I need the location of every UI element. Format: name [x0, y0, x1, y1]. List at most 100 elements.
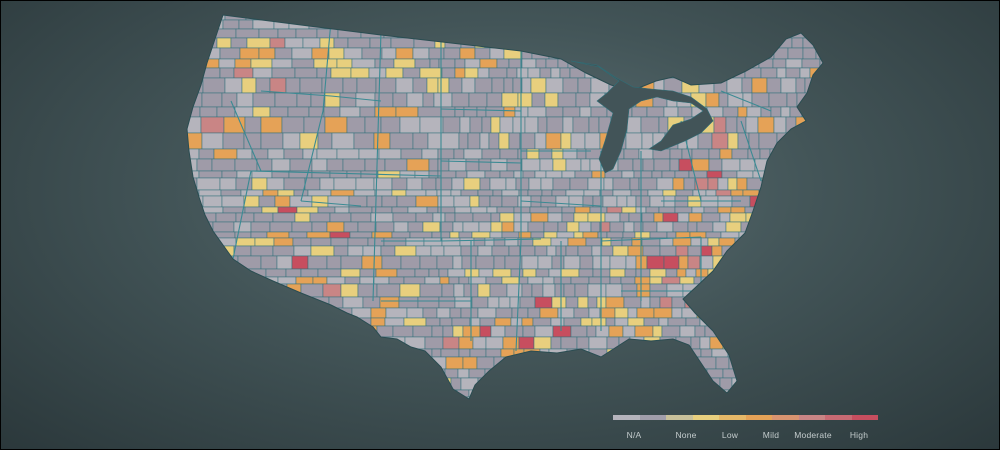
- county: [437, 148, 455, 160]
- county: [613, 19, 633, 30]
- county: [772, 396, 783, 399]
- county: [748, 296, 759, 309]
- county: [316, 356, 334, 370]
- county: [235, 237, 256, 247]
- county: [616, 37, 630, 49]
- state-boundary: [600, 236, 702, 242]
- county: [510, 268, 524, 278]
- county: [431, 356, 447, 370]
- county: [513, 170, 524, 179]
- county: [357, 283, 378, 298]
- county: [343, 47, 363, 60]
- county: [503, 106, 516, 118]
- county: [310, 237, 332, 247]
- county: [444, 19, 458, 30]
- county: [551, 296, 567, 309]
- county: [315, 377, 331, 391]
- county: [687, 221, 698, 233]
- county: [557, 221, 568, 233]
- legend-label-na: N/A: [626, 430, 642, 440]
- county: [586, 19, 597, 30]
- county: [609, 276, 622, 285]
- county: [539, 19, 557, 30]
- county: [397, 28, 420, 39]
- county: [243, 132, 262, 150]
- county: [453, 148, 465, 160]
- county: [405, 15, 429, 21]
- county: [543, 231, 558, 239]
- county: [414, 268, 430, 278]
- county: [586, 325, 597, 338]
- county: [488, 67, 508, 79]
- county: [219, 67, 235, 79]
- county: [493, 37, 506, 49]
- county: [316, 317, 334, 327]
- county: [333, 177, 357, 191]
- county: [508, 245, 521, 257]
- county: [196, 177, 221, 191]
- county: [311, 170, 331, 179]
- county: [807, 15, 822, 21]
- county: [366, 377, 390, 391]
- county: [303, 116, 326, 134]
- county: [260, 116, 283, 134]
- county: [412, 132, 429, 150]
- county: [698, 77, 715, 94]
- county: [513, 37, 532, 49]
- county: [582, 389, 602, 398]
- county: [374, 58, 395, 69]
- county: [426, 206, 439, 214]
- county: [187, 19, 205, 30]
- county: [187, 231, 199, 239]
- county: [700, 348, 713, 358]
- county: [552, 158, 567, 172]
- county: [739, 158, 756, 172]
- county: [198, 28, 216, 39]
- legend-swatch-7: [798, 415, 825, 420]
- county: [691, 158, 710, 172]
- county: [544, 92, 559, 108]
- county: [604, 15, 618, 21]
- county: [775, 348, 790, 358]
- county: [661, 170, 676, 179]
- county: [610, 237, 623, 247]
- county: [795, 15, 809, 21]
- county: [764, 221, 780, 233]
- county: [667, 348, 685, 358]
- county: [250, 245, 274, 257]
- county: [481, 116, 492, 134]
- county: [476, 356, 495, 370]
- county: [706, 170, 723, 179]
- county: [478, 158, 492, 172]
- county: [621, 206, 637, 214]
- county: [794, 206, 813, 214]
- county: [324, 92, 341, 108]
- county: [300, 283, 324, 298]
- county: [557, 307, 575, 319]
- county: [336, 348, 352, 358]
- county: [292, 325, 310, 338]
- county: [517, 92, 533, 108]
- county: [296, 307, 312, 319]
- county: [674, 170, 690, 179]
- county: [279, 336, 298, 350]
- county: [522, 170, 536, 179]
- county: [412, 325, 433, 338]
- county: [738, 231, 758, 239]
- county: [822, 325, 823, 338]
- county: [683, 58, 699, 69]
- county: [635, 268, 651, 278]
- county: [674, 206, 693, 214]
- county: [625, 132, 643, 150]
- county: [265, 268, 287, 278]
- county: [323, 106, 341, 118]
- county: [439, 221, 454, 233]
- county: [196, 158, 213, 172]
- county: [450, 396, 466, 399]
- county: [438, 296, 456, 309]
- county: [708, 148, 721, 160]
- county: [330, 19, 355, 30]
- county: [658, 206, 676, 214]
- county: [477, 67, 490, 79]
- county: [577, 245, 593, 257]
